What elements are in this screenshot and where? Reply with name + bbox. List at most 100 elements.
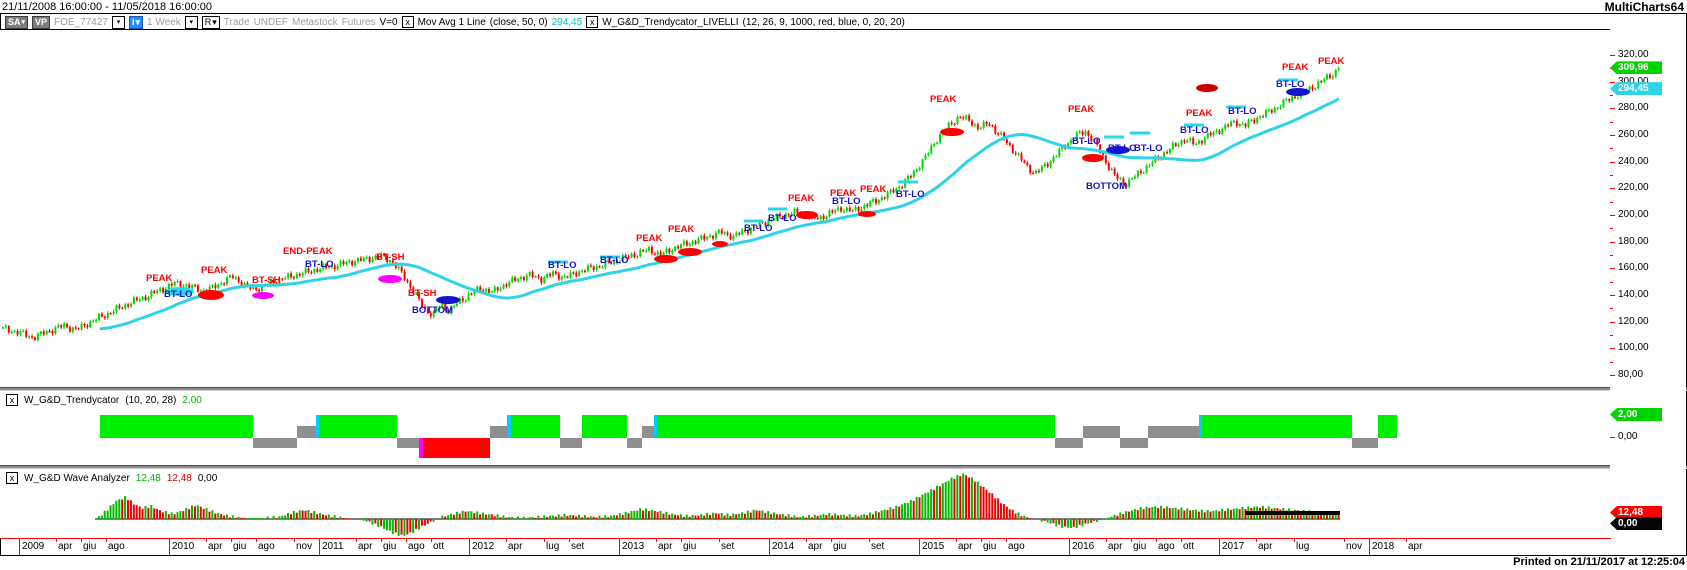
time-axis[interactable]: 2009 apr giu ago 2010 apr giu ago nov 2011 apr giu a… [0,538,1687,556]
price-tick-minor [1610,361,1613,363]
year-label: 2017 [1222,541,1245,552]
price-tick-minor [1610,121,1613,123]
month-label: ott [433,541,445,552]
month-tick [381,538,382,542]
price-label: 260,00 [1618,128,1649,140]
year-tick [319,538,320,556]
close-icon[interactable]: x [6,394,18,406]
month-tick [1256,538,1257,542]
annotation-bt-lo: BT-LO [1134,143,1163,154]
price-tick [1610,268,1615,270]
footer: Printed on 21/11/2017 at 12:25:04 [0,556,1687,570]
annotation-bt-lo: BT-LO [548,260,577,271]
month-label: apr [508,541,523,552]
price-tick [1610,161,1615,163]
month-label: giu [983,541,997,552]
annotation-peak: PEAK [668,224,695,235]
annotation-bt-sh: BT-SH [376,252,405,263]
month-tick [1131,538,1132,542]
close-icon[interactable]: x [6,472,18,484]
annotation-bt-lo: BT-LO [1180,125,1209,136]
month-label: giu [83,541,97,552]
price-tick-minor [1610,94,1613,96]
candlestick-chart[interactable]: PEAKBT-LOPEAKBT-SHEND-PEAKBT-LOBT-SHBT-S… [0,30,1610,387]
month-tick [981,538,982,542]
movavg-name: Mov Avg 1 Line [417,16,486,28]
month-tick [506,538,507,542]
title-bar: 21/11/2008 16:00:00 - 11/05/2018 16:00:0… [0,0,1687,14]
status-futures: Futures [341,16,376,28]
month-tick [81,538,82,542]
trendycator-pane[interactable]: x W_G&D_Trendycator (10, 20, 28) 2,00 [0,391,1610,465]
moving-average-tag: 294,45 [1610,82,1662,96]
price-tick [1610,108,1615,110]
price-label: 160,00 [1618,262,1649,274]
series-analysis-button[interactable]: SA ▾ [5,15,29,29]
year-label: 2016 [1072,541,1095,552]
month-tick [956,538,957,542]
month-tick [356,538,357,542]
month-label: ago [1158,541,1175,552]
month-label: apr [208,541,223,552]
year-label: 2013 [622,541,645,552]
price-label: 240,00 [1618,155,1649,167]
trendycator-zero-label: 0,00 [1618,431,1638,442]
year-tick [169,538,170,556]
wave-analyzer-histogram[interactable] [0,469,1610,538]
month-tick [1006,538,1007,542]
annotation-peak: PEAK [1068,104,1095,115]
year-tick [919,538,920,556]
price-tick-minor [1610,281,1613,283]
month-label: ago [408,541,425,552]
price-tick [1610,321,1615,323]
wave-value-green: 12,48 [135,472,161,484]
year-label: 2012 [472,541,495,552]
trendycator-bars[interactable] [0,391,1610,465]
month-label: ago [258,541,275,552]
volume-close-button[interactable]: x [401,16,414,28]
month-tick [544,538,545,542]
resolution-button[interactable]: R ▾ [201,15,220,29]
interval-button[interactable]: I ▾ [128,15,144,29]
price-tick-minor [1610,174,1613,176]
annotation-bt-lo: BT-LO [1276,79,1305,90]
annotation-peak: PEAK [1318,56,1345,67]
annotation-end-peak: END-PEAK [283,246,333,257]
month-tick [869,538,870,542]
annotation-bottom: BOTTOM [412,305,453,316]
annotation-peak: PEAK [860,184,887,195]
annotation-bt-lo: BT-LO [1108,143,1137,154]
month-label: giu [233,541,247,552]
month-label: set [571,541,585,552]
month-tick [256,538,257,542]
interval-label: 1 Week [147,16,181,28]
wave-analyzer-pane[interactable]: x W_G&D Wave Analyzer 12,48 12,48 0,00 [0,469,1610,538]
month-tick [806,538,807,542]
month-label: apr [1108,541,1123,552]
symbol-dropdown[interactable]: ▾ [111,15,125,29]
month-tick [1344,538,1345,542]
price-label: 300,00 [1618,75,1649,87]
month-label: giu [833,541,847,552]
year-tick [1369,538,1370,556]
month-tick [294,538,295,542]
price-chart-pane[interactable]: PEAK BT-LO PEAK BT-SH END-PEAK BT-LO BT-SH BT-S… [0,30,1610,387]
price-tick [1610,214,1615,216]
status-metastock: Metastock [292,16,338,28]
price-axis[interactable]: 320,00 300,00 280,00 260,00 240,00 220,00 200,… [1610,14,1686,556]
year-tick [1219,538,1220,556]
volume-label: V=0 [379,16,398,28]
month-label: apr [58,541,73,552]
chevron-down-icon: ▾ [21,19,26,26]
price-tick [1610,188,1615,190]
year-tick [619,538,620,556]
movavg-close-button[interactable]: x [586,16,599,28]
pane-divider[interactable] [0,387,1687,391]
annotation-bt-lo: BT-LO [744,223,773,234]
month-tick [431,538,432,542]
interval-dropdown[interactable]: ▾ [184,15,198,29]
vp-button[interactable]: VP [32,15,51,29]
price-label: 280,00 [1618,102,1649,114]
movavg-params: (close, 50, 0) [489,16,548,28]
pane-divider[interactable] [0,465,1687,469]
